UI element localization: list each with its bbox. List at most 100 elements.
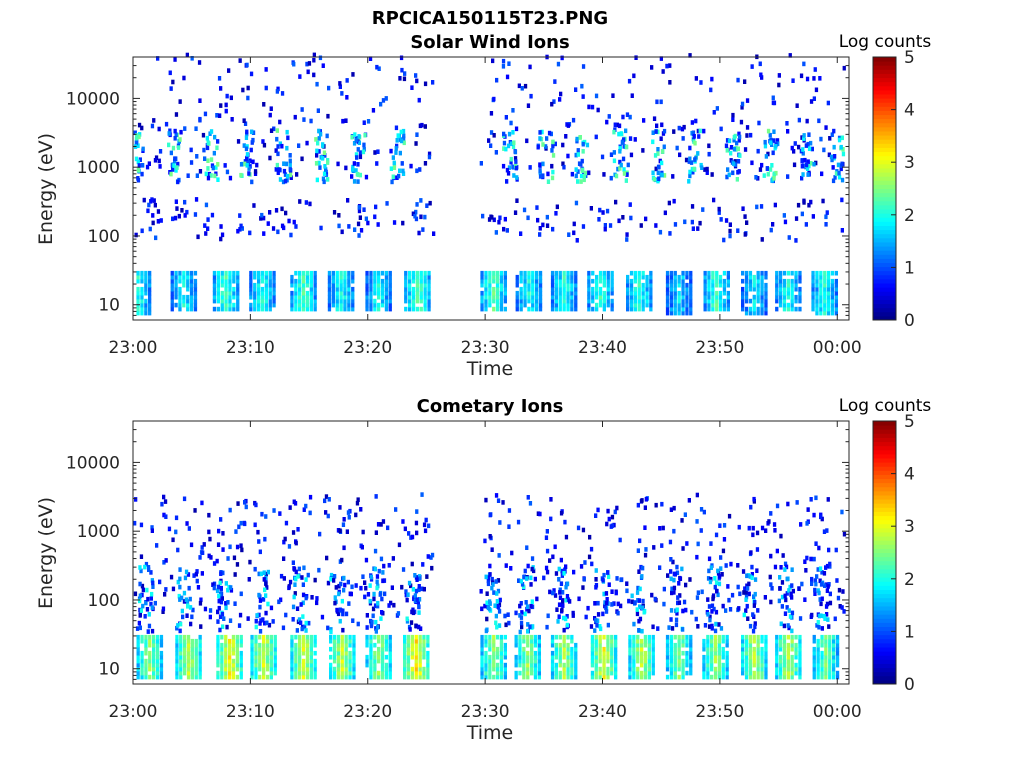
burst-cell	[351, 278, 355, 284]
burst-cell	[369, 286, 373, 292]
beam-cell	[653, 153, 658, 158]
burst-cell	[216, 642, 220, 648]
burst-cell	[669, 306, 674, 312]
background-cell	[579, 564, 584, 569]
burst-cell	[790, 286, 794, 292]
background-cell	[660, 543, 664, 548]
burst-cell	[550, 658, 555, 664]
colorbar-segment	[873, 618, 896, 623]
colorbar-segment	[873, 610, 896, 615]
background-cell	[714, 532, 719, 538]
burst-cell	[305, 654, 310, 660]
burst-cell	[250, 646, 254, 652]
burst-cell	[775, 278, 779, 284]
burst-cell	[344, 674, 348, 680]
burst-cell	[614, 666, 618, 672]
colorbar-segment	[873, 470, 896, 475]
background-cell	[175, 206, 179, 211]
background-cell	[690, 219, 694, 225]
background-cell	[682, 599, 687, 605]
background-cell	[786, 501, 790, 507]
background-cell	[189, 147, 193, 153]
background-cell	[163, 499, 168, 504]
background-cell	[423, 161, 428, 166]
beam-cell	[726, 167, 730, 172]
burst-cell	[380, 290, 385, 296]
burst-cell	[819, 306, 823, 312]
burst-cell	[558, 298, 562, 304]
burst-cell	[689, 310, 693, 316]
background-cell	[278, 511, 282, 516]
background-cell	[505, 228, 509, 233]
burst-cell	[236, 270, 240, 276]
beam-cell	[225, 624, 229, 630]
beam-cell	[378, 592, 382, 597]
beam-cell	[322, 171, 327, 176]
burst-cell	[640, 662, 644, 668]
background-cell	[336, 161, 340, 167]
beam-cell	[638, 604, 642, 609]
burst-cell	[782, 282, 787, 288]
burst-cell	[484, 302, 488, 308]
burst-cell	[706, 642, 710, 648]
background-cell	[164, 558, 168, 563]
colorbar-segment	[873, 270, 896, 276]
beam-cell	[496, 588, 501, 594]
background-cell	[722, 523, 727, 528]
burst-cell	[760, 306, 764, 312]
background-cell	[745, 125, 750, 130]
beam-cell	[415, 597, 419, 602]
burst-cell	[189, 274, 194, 280]
burst-cell	[327, 298, 332, 304]
burst-cell	[155, 666, 160, 672]
burst-cell	[309, 270, 313, 276]
background-cell	[359, 228, 364, 233]
colorbar-segment	[873, 163, 896, 169]
burst-cell	[488, 302, 492, 308]
beam-cell	[774, 144, 778, 149]
background-cell	[690, 204, 695, 209]
background-cell	[605, 521, 609, 527]
burst-cell	[290, 278, 294, 284]
beam-cell	[551, 143, 555, 149]
colorbar-segment	[873, 254, 896, 259]
beam-cell	[831, 178, 836, 184]
burst-cell	[722, 290, 727, 296]
burst-cell	[488, 638, 492, 644]
burst-cell	[602, 298, 606, 304]
burst-cell	[554, 274, 558, 280]
burst-cell	[748, 654, 753, 660]
burst-cell	[198, 654, 202, 660]
burst-cell	[232, 294, 236, 300]
burst-cell	[628, 662, 632, 668]
burst-cell	[790, 294, 794, 300]
burst-cell	[820, 654, 824, 660]
burst-cell	[369, 642, 373, 648]
burst-cell	[566, 302, 570, 308]
background-cell	[570, 171, 574, 177]
burst-cell	[152, 674, 156, 680]
burst-cell	[228, 638, 232, 644]
burst-cell	[499, 274, 504, 280]
burst-cell	[301, 670, 306, 676]
background-cell	[613, 122, 617, 128]
colorbar-frame	[872, 420, 897, 685]
burst-cell	[418, 666, 422, 672]
burst-cell	[702, 674, 706, 680]
burst-cell	[673, 278, 677, 284]
background-cell	[502, 140, 507, 146]
burst-cell	[832, 654, 836, 660]
burst-cell	[148, 310, 152, 316]
burst-cell	[499, 666, 504, 672]
burst-cell	[269, 642, 273, 648]
burst-cell	[562, 650, 566, 656]
beam-cell	[581, 149, 585, 154]
beam-cell	[417, 610, 421, 615]
burst-cell	[815, 274, 819, 280]
background-cell	[741, 206, 745, 211]
burst-cell	[744, 650, 749, 656]
beam-cell	[488, 601, 492, 606]
burst-cell	[236, 294, 240, 300]
background-cell	[740, 105, 744, 110]
burst-cell	[220, 274, 224, 280]
